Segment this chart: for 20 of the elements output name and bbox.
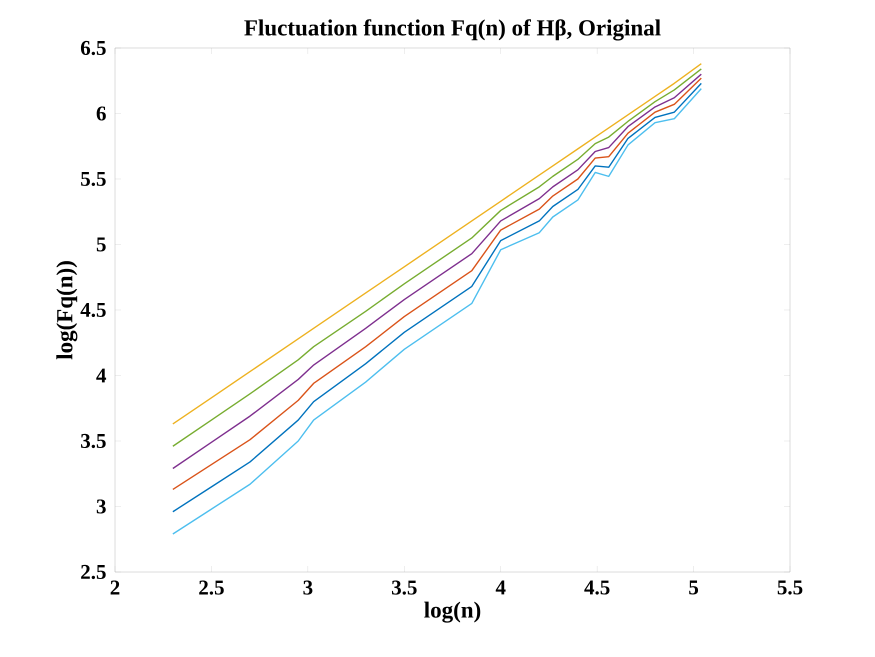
- y-tick-label: 6.5: [80, 40, 106, 56]
- x-tick-label: 5: [689, 580, 698, 594]
- chart-title: Fluctuation function Fq(n) of Hβ, Original: [244, 19, 661, 40]
- y-tick-label: 3.5: [81, 434, 106, 448]
- y-tick-label: 5: [96, 238, 106, 252]
- x-tick-label: 4.5: [584, 580, 610, 595]
- x-tick-label: 2.5: [199, 580, 224, 595]
- y-tick-label: 2.5: [81, 564, 106, 580]
- y-tick-label: 6: [96, 106, 106, 121]
- x-tick-label: 3.5: [392, 580, 417, 595]
- x-tick-label: 3: [303, 580, 312, 595]
- x-tick-label: 2: [110, 580, 120, 594]
- x-tick-label: 5.5: [778, 580, 802, 595]
- y-tick-label: 5.5: [81, 172, 106, 186]
- x-tick-label: 4: [496, 580, 506, 594]
- y-tick-label: 3: [96, 499, 106, 514]
- y-tick-label: 4: [96, 368, 106, 382]
- y-tick-label: 4.5: [80, 302, 106, 318]
- y-axis-title: log(Fq(n)): [56, 261, 78, 360]
- x-axis-title: log(n): [424, 602, 480, 623]
